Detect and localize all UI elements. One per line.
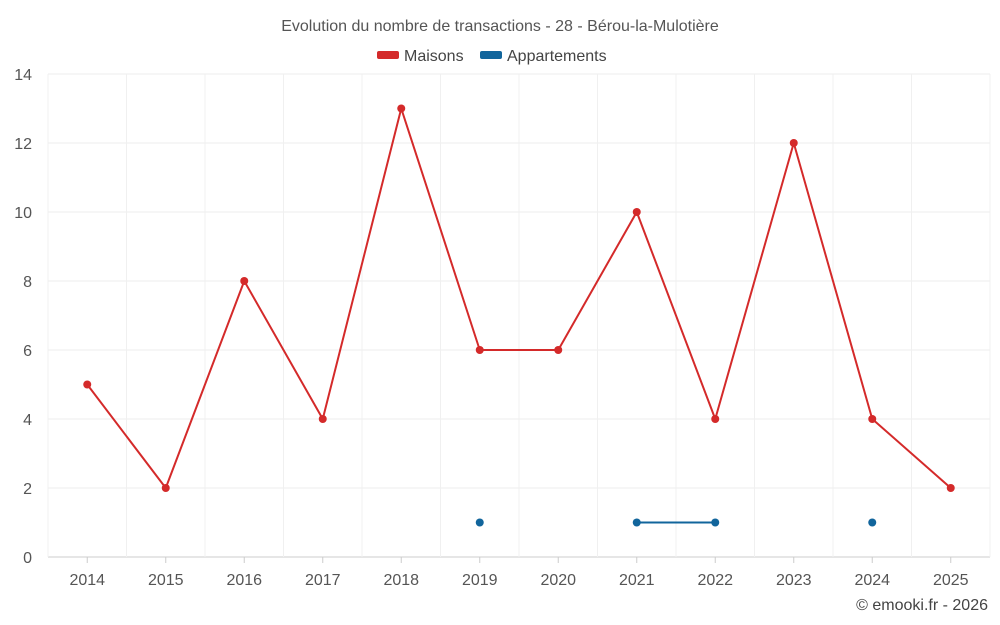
x-tick-label: 2014 — [69, 572, 105, 589]
x-tick-label: 2023 — [776, 572, 812, 589]
legend: Maisons Appartements — [377, 48, 607, 65]
legend-label-appartements[interactable]: Appartements — [507, 48, 607, 65]
data-point-maisons[interactable] — [868, 415, 877, 423]
data-point-maisons[interactable] — [554, 346, 563, 354]
y-tick-label: 2 — [23, 481, 32, 498]
x-tick-label: 2024 — [854, 572, 890, 589]
series-maisons — [83, 104, 955, 492]
data-point-appartements[interactable] — [711, 518, 720, 527]
x-tick-label: 2025 — [933, 572, 969, 589]
series-line-maisons — [86, 107, 952, 489]
x-tick-label: 2022 — [697, 572, 733, 589]
data-point-appartements[interactable] — [475, 518, 484, 527]
y-tick-label: 8 — [23, 274, 32, 291]
x-tick-label: 2017 — [305, 572, 341, 589]
legend-swatch-appartements — [480, 51, 502, 59]
y-tick-label: 12 — [14, 136, 32, 153]
legend-swatch-maisons — [377, 51, 399, 59]
data-point-maisons[interactable] — [240, 277, 249, 285]
y-tick-label: 6 — [23, 343, 32, 360]
data-point-maisons[interactable] — [711, 415, 720, 423]
y-tick-label: 0 — [23, 550, 32, 567]
series-layer — [83, 104, 955, 527]
y-tick-label: 14 — [14, 67, 32, 84]
data-point-maisons[interactable] — [83, 380, 92, 389]
data-point-maisons[interactable] — [789, 139, 798, 147]
x-tick-label: 2015 — [148, 572, 184, 589]
data-point-appartements[interactable] — [632, 518, 641, 527]
x-axis: 2014 2015 2016 2017 2018 2019 2020 2021 2022 2023… — [69, 557, 969, 589]
data-point-maisons[interactable] — [397, 104, 406, 113]
data-point-maisons[interactable] — [161, 484, 170, 492]
data-point-maisons[interactable] — [318, 415, 327, 423]
data-point-maisons[interactable] — [475, 346, 484, 354]
credit-text: © emooki.fr - 2026 — [856, 597, 988, 614]
data-point-maisons[interactable] — [946, 484, 955, 492]
grid — [47, 73, 991, 558]
data-point-appartements[interactable] — [868, 518, 877, 527]
y-tick-label: 10 — [14, 205, 32, 222]
x-tick-label: 2019 — [462, 572, 498, 589]
data-point-maisons[interactable] — [632, 208, 641, 216]
y-axis: 0 2 4 6 8 10 12 14 — [14, 67, 32, 567]
legend-label-maisons[interactable]: Maisons — [404, 48, 464, 65]
x-tick-label: 2020 — [540, 572, 576, 589]
series-appartements — [475, 518, 877, 527]
chart-title: Evolution du nombre de transactions - 28… — [281, 18, 719, 35]
x-tick-label: 2016 — [226, 572, 262, 589]
x-tick-label: 2021 — [619, 572, 655, 589]
y-tick-label: 4 — [23, 412, 32, 429]
x-tick-label: 2018 — [383, 572, 419, 589]
